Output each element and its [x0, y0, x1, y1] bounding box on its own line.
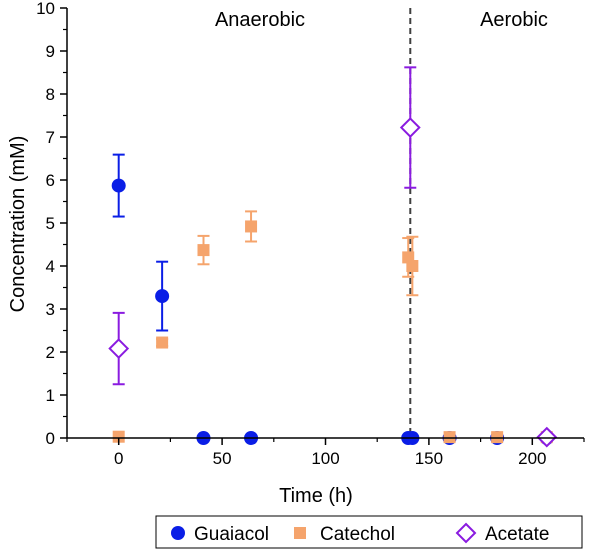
catechol-point: [245, 220, 258, 233]
acetate-point: [536, 426, 558, 448]
y-tick-label: 8: [46, 85, 55, 104]
legend-markers: [171, 522, 477, 544]
y-tick-label: 7: [46, 128, 55, 147]
y-axis-title: Concentration (mM): [7, 136, 29, 313]
y-tick-label: 4: [46, 257, 55, 276]
annotation-aerobic: Aerobic: [480, 9, 548, 31]
legend-label-catechol: Catechol: [320, 524, 395, 545]
catechol-point: [112, 430, 125, 443]
catechol-point: [443, 431, 456, 444]
acetate-point: [108, 338, 130, 359]
catechol-point: [156, 336, 169, 349]
guaiacol-point: [111, 178, 126, 193]
catechol-point: [197, 244, 210, 257]
x-tick-label: 150: [415, 449, 443, 468]
legend-marker-acetate: [455, 522, 477, 544]
x-tick-label: 0: [114, 449, 123, 468]
x-tick-label: 50: [213, 449, 232, 468]
y-tick-label: 9: [46, 42, 55, 61]
y-tick-label: 10: [36, 0, 55, 18]
guaiacol-point: [155, 289, 170, 304]
legend-label-acetate: Acetate: [485, 524, 549, 545]
catechol-point: [406, 260, 419, 272]
x-tick-label: 100: [311, 449, 339, 468]
y-tick-label: 5: [46, 214, 55, 233]
y-tick-label: 0: [46, 429, 55, 448]
x-axis-title: Time (h): [279, 485, 353, 507]
y-tick-label: 2: [46, 343, 55, 362]
legend-box: [155, 515, 583, 549]
legend: Guaiacol Catechol Acetate: [155, 515, 583, 549]
x-tick-label: 200: [518, 449, 546, 468]
y-tick-label: 3: [46, 300, 55, 319]
legend-marker-catechol: [294, 527, 306, 539]
legend-label-guaiacol: Guaiacol: [194, 524, 269, 545]
y-tick-label: 1: [46, 386, 55, 405]
plot-area: [108, 8, 558, 448]
y-tick-label: 6: [46, 171, 55, 190]
catechol-point: [491, 431, 504, 444]
legend-marker-guaiacol: [171, 526, 185, 540]
acetate-point: [399, 117, 421, 138]
annotation-anaerobic: Anaerobic: [215, 9, 305, 31]
